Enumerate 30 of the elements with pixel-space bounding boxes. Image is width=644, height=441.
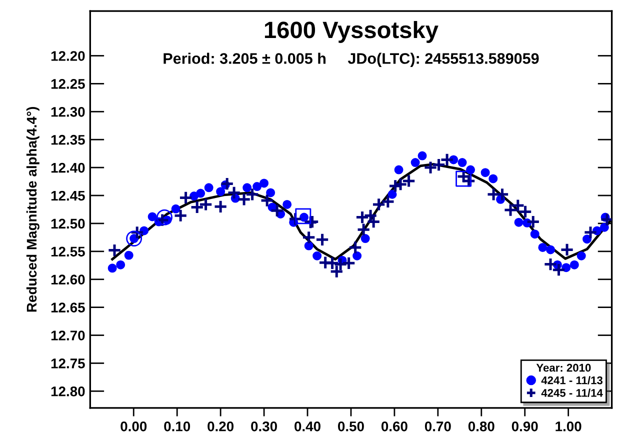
legend-label: 4241 - 11/13 — [541, 376, 603, 384]
x-tick-label: 0.00 — [120, 421, 147, 432]
x-tick-label: 0.80 — [468, 421, 494, 432]
y-tick-label: 12.20 — [51, 51, 85, 61]
y-tick-label: 12.35 — [51, 134, 85, 145]
x-tick-label: 0.50 — [338, 421, 364, 432]
x-tick-label: 0.10 — [164, 421, 190, 432]
y-tick-label: 12.30 — [51, 106, 85, 117]
x-tick-label: 0.60 — [381, 421, 408, 432]
y-tick-label: 12.50 — [51, 218, 85, 229]
y-tick-label: 12.60 — [51, 274, 85, 285]
legend-title: Year: 2010 — [536, 364, 591, 372]
y-tick-label: 12.70 — [51, 330, 85, 340]
y-tick-label: 12.45 — [51, 190, 85, 201]
text: Period: 3.205 ± 0.005 h JDo(LTC): 2455513.589059 — [164, 52, 539, 67]
y-tick-label: 12.55 — [51, 246, 85, 257]
x-tick-label: 0.70 — [424, 421, 451, 432]
y-tick-label: 12.25 — [51, 79, 85, 89]
x-tick-label: 1.00 — [556, 421, 582, 432]
x-tick-label: 0.40 — [294, 421, 320, 432]
x-tick-label: 0.20 — [208, 421, 234, 432]
legend-label: 4245 - 11/14 — [541, 388, 603, 397]
x-tick-label: 0.90 — [512, 421, 538, 432]
y-tick-label: 12.40 — [51, 162, 85, 173]
x-tick-label: 0.30 — [251, 421, 277, 432]
chart-title: 1600 Vyssotsky — [264, 20, 438, 43]
y-axis-title: Reduced Magnitude alpha(4.4°) — [26, 107, 40, 312]
y-tick-label: 12.75 — [51, 358, 85, 368]
y-tick-label: 12.80 — [51, 386, 85, 396]
y-tick-label: 12.65 — [51, 302, 85, 312]
